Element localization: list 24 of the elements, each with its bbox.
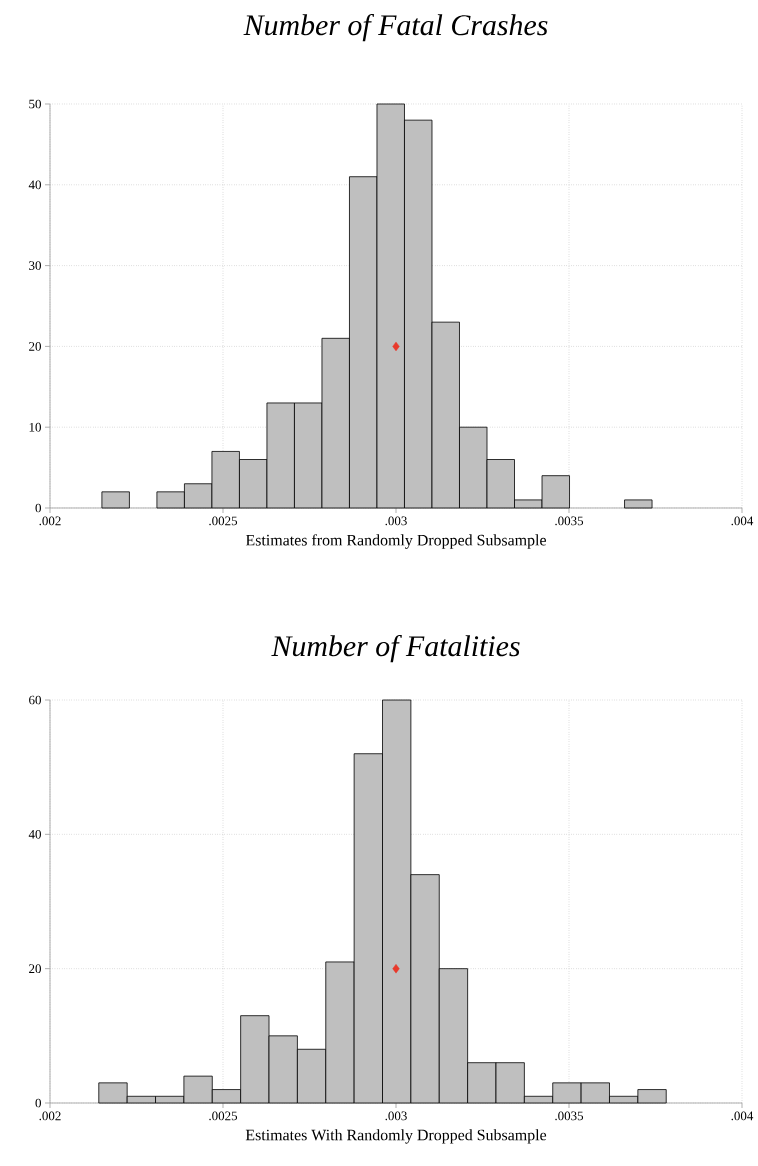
y-tick-label: 30 [29, 261, 41, 270]
y-tick-label: 0 [35, 503, 41, 513]
y-tick-label: 60 [29, 695, 41, 705]
y-tick-label: 0 [35, 1098, 41, 1108]
x-tick-label: .0025 [209, 1111, 238, 1121]
x-tick-label: .004 [731, 1111, 754, 1121]
y-tick-label: 20 [29, 964, 41, 974]
y-tick-label: 40 [28, 829, 41, 839]
y-tick-label: 50 [29, 99, 41, 109]
x-tick-label: .0035 [555, 516, 584, 526]
y-tick-label: 40 [28, 180, 41, 190]
y-tick-label: 20 [29, 342, 41, 351]
y-tick-label: 10 [29, 422, 41, 432]
x-tick-label: .0035 [555, 1111, 584, 1121]
x-tick-label: .002 [39, 516, 61, 526]
x-tick-label: .002 [39, 1111, 61, 1121]
chart-title: Number of Fatal Crashes [243, 13, 548, 42]
x-tick-label: .003 [385, 516, 407, 526]
x-tick-label: .004 [731, 516, 754, 526]
x-tick-label: .0025 [209, 516, 238, 526]
x-axis-title: Estimates from Randomly Dropped Subsample [245, 534, 546, 549]
chart-title: Number of Fatalities [271, 634, 520, 663]
x-tick-label: .003 [385, 1111, 407, 1121]
x-axis-title: Estimates With Randomly Dropped Subsample [245, 1129, 547, 1144]
